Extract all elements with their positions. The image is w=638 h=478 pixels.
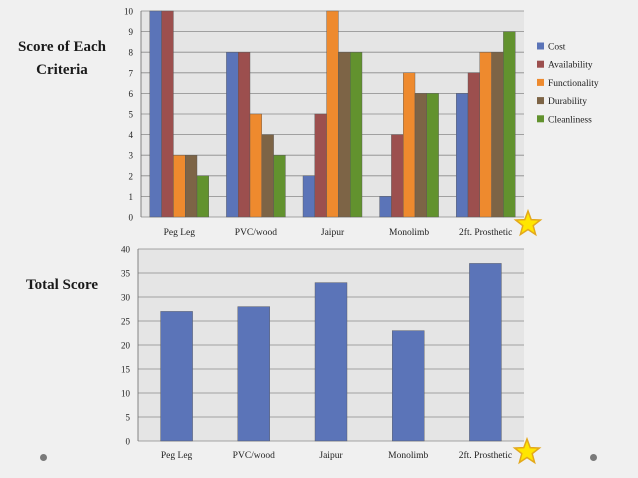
bar-functionality-1 <box>249 113 263 218</box>
legend-swatch-2 <box>537 78 544 86</box>
y-tick-2-5: 25 <box>121 317 131 327</box>
bar-cleanliness-4 <box>503 31 516 218</box>
y-tick-1-2: 2 <box>129 171 134 181</box>
legend-swatch-0 <box>537 42 544 50</box>
y-tick-1-7: 7 <box>129 68 134 78</box>
bar-durability-4 <box>491 52 504 218</box>
y-tick-1-4: 4 <box>129 130 134 140</box>
bar-functionality-3 <box>403 72 416 218</box>
legend-swatch-3 <box>537 97 544 105</box>
bar-availability-3 <box>391 134 404 218</box>
legend-label-0: Cost <box>548 43 566 53</box>
total-score-label: Total Score <box>25 277 99 293</box>
y-tick-1-6: 6 <box>129 89 134 99</box>
bar-cleanliness-0 <box>196 175 210 218</box>
bar-functionality-2 <box>326 10 339 218</box>
x-tick-1-0: Peg Leg <box>164 228 196 238</box>
bar-availability-1 <box>237 52 251 218</box>
bar-cleanliness-1 <box>273 154 286 218</box>
bar-cost-1 <box>226 52 239 218</box>
y-tick-1-5: 5 <box>129 110 134 120</box>
x-tick-1-4: 2ft. Prosthetic <box>459 227 512 238</box>
star-icon-top <box>513 208 543 237</box>
bar-durability-0 <box>184 154 198 218</box>
y-tick-1-0: 0 <box>129 213 134 223</box>
bar-cost-0 <box>149 10 162 218</box>
x-tick-2-0: Peg Leg <box>161 451 193 461</box>
star-icon-bottom <box>512 436 542 465</box>
bar-cleanliness-2 <box>350 52 363 218</box>
y-tick-1-1: 1 <box>129 192 134 202</box>
bullet-dot-right <box>590 454 597 461</box>
y-tick-1-9: 9 <box>129 27 134 37</box>
bar-durability-1 <box>261 134 274 218</box>
bar-functionality-0 <box>173 154 186 218</box>
x-tick-1-3: Monolimb <box>389 228 429 238</box>
x-tick-2-4: 2ft. Prosthetic <box>459 450 512 461</box>
bar-total-2 <box>314 282 348 442</box>
bar-total-1 <box>237 306 271 442</box>
legend-swatch-4 <box>537 115 544 123</box>
legend-label-4: Cleanliness <box>548 115 592 125</box>
bar-total-4 <box>469 263 502 442</box>
legend-label-3: Durability <box>548 97 587 107</box>
bar-cost-2 <box>302 175 316 218</box>
bullet-dot-left <box>40 454 47 461</box>
bar-cost-4 <box>456 93 469 218</box>
x-tick-2-2: Jaipur <box>319 451 343 461</box>
y-tick-2-3: 15 <box>121 365 131 375</box>
bar-availability-0 <box>161 10 174 218</box>
y-tick-2-0: 0 <box>126 437 131 447</box>
y-tick-2-2: 10 <box>121 389 131 399</box>
bar-total-3 <box>392 330 425 442</box>
legend-label-2: Functionality <box>548 79 599 89</box>
y-tick-1-3: 3 <box>129 151 134 161</box>
x-tick-2-1: PVC/wood <box>233 451 275 461</box>
x-tick-1-2: Jaipur <box>321 228 345 238</box>
bar-cost-3 <box>379 196 392 218</box>
bar-durability-2 <box>338 52 351 218</box>
bar-cleanliness-3 <box>426 93 439 218</box>
legend-label-1: Availability <box>548 61 593 71</box>
x-tick-1-1: PVC/wood <box>235 228 277 238</box>
bar-durability-3 <box>414 93 428 218</box>
y-tick-1-10: 10 <box>124 7 134 17</box>
x-tick-2-3: Monolimb <box>388 451 428 461</box>
bar-availability-4 <box>467 72 481 218</box>
y-tick-2-7: 35 <box>121 269 131 279</box>
criteria-score-label: Score of Each Criteria <box>17 39 107 78</box>
y-tick-2-8: 40 <box>121 245 131 255</box>
legend-swatch-1 <box>537 60 544 68</box>
y-tick-2-1: 5 <box>126 413 131 423</box>
bar-functionality-4 <box>479 52 492 218</box>
y-tick-2-6: 30 <box>121 293 131 303</box>
y-tick-1-8: 8 <box>129 48 134 58</box>
bar-availability-2 <box>314 113 327 218</box>
y-tick-2-4: 20 <box>121 341 131 351</box>
bar-total-0 <box>160 311 193 442</box>
